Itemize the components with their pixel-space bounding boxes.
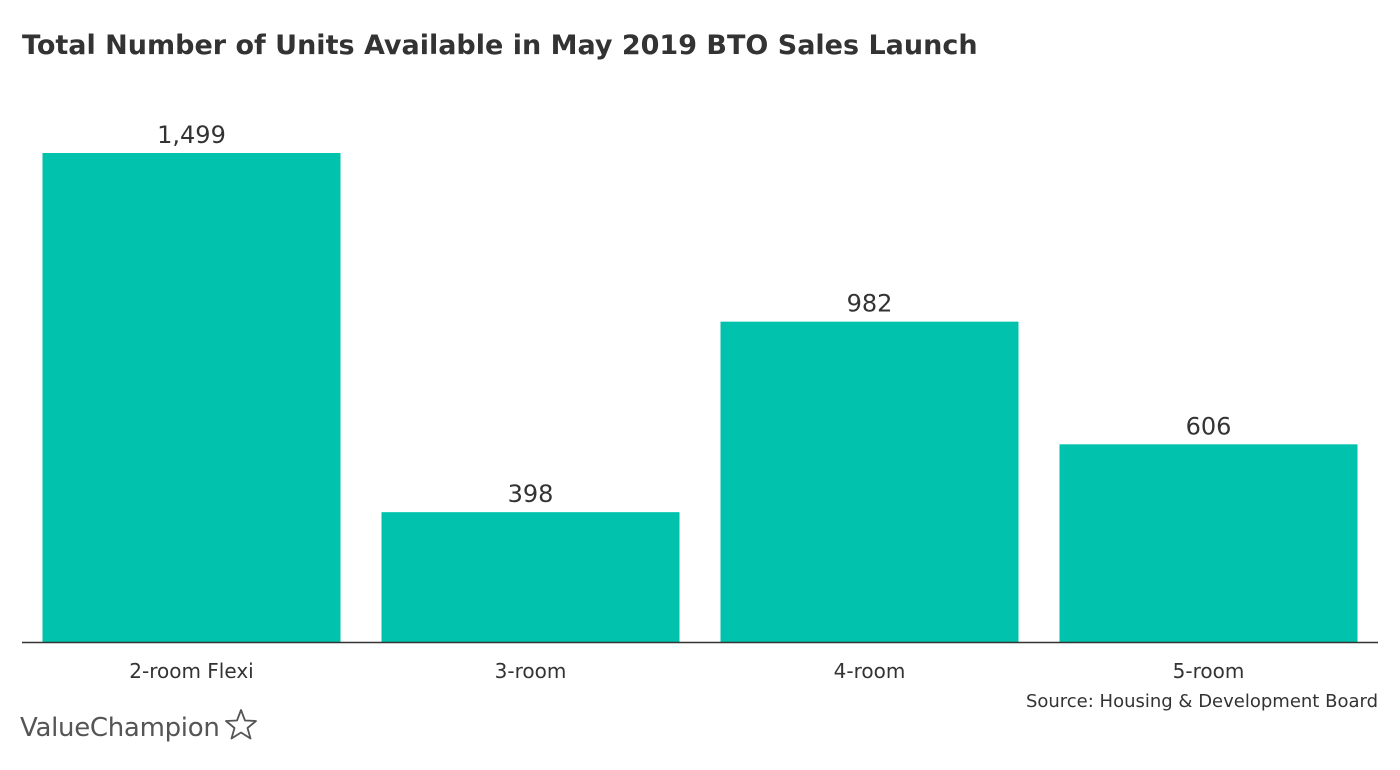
bar-4-room xyxy=(720,321,1019,642)
bar-5-room xyxy=(1059,444,1358,642)
bar-3-room xyxy=(381,512,680,642)
category-label: 2-room Flexi xyxy=(129,659,253,683)
brand-name: ValueChampion xyxy=(20,712,220,743)
value-label: 982 xyxy=(847,290,893,318)
value-label: 606 xyxy=(1186,412,1232,440)
bars-layer xyxy=(42,153,1358,642)
category-label: 3-room xyxy=(495,659,567,683)
category-label: 5-room xyxy=(1173,659,1245,683)
value-label: 1,499 xyxy=(157,121,226,149)
value-label: 398 xyxy=(508,480,554,508)
star-outline-icon xyxy=(224,708,258,747)
brand-logo: ValueChampion xyxy=(20,708,258,747)
labels-layer: 1,499 2-room Flexi 398 3-room 982 4-room 606 5-… xyxy=(129,121,1244,683)
chart-title: Total Number of Units Available in May 2… xyxy=(22,30,978,61)
category-label: 4-room xyxy=(834,659,906,683)
source-note: Source: Housing & Development Board xyxy=(1025,691,1378,712)
bar-2-room-flexi xyxy=(42,153,341,642)
